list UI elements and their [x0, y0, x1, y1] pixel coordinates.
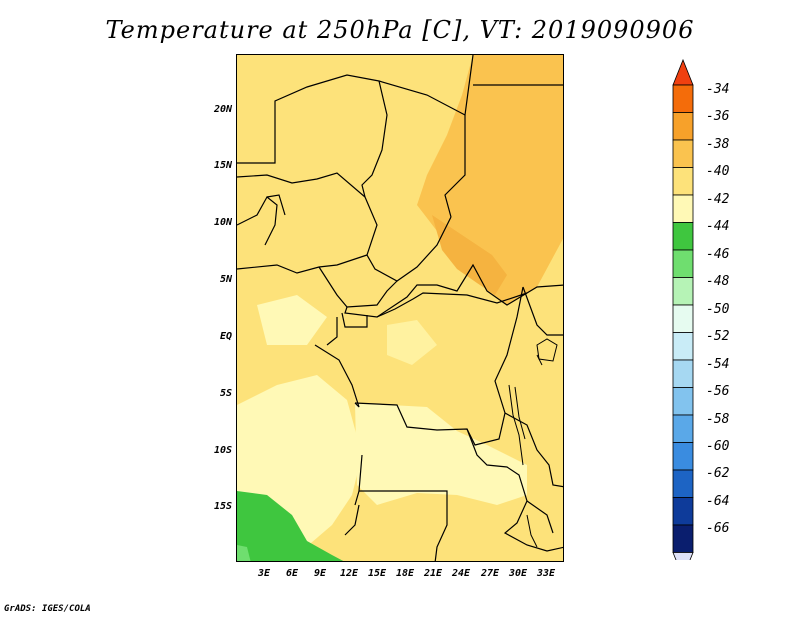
lat-label: EQ [219, 331, 232, 342]
temperature-map [237, 55, 563, 561]
colorbar-label: -36 [706, 109, 730, 124]
lon-label: 3E [257, 568, 271, 579]
lat-label: 10S [213, 445, 232, 456]
colorbar-box [672, 167, 694, 196]
colorbar-box [672, 414, 694, 443]
colorbar-box [672, 387, 694, 416]
lon-label: 24E [451, 568, 471, 579]
field-38-40-central [432, 215, 507, 295]
colorbar-box [672, 249, 694, 278]
field-42-44-south [355, 403, 527, 505]
lon-label: 6E [285, 568, 299, 579]
lon-label: 15E [367, 568, 387, 579]
lon-label: 27E [480, 568, 500, 579]
colorbar-label: -62 [706, 466, 730, 481]
lon-label: 18E [395, 568, 415, 579]
lat-label: 15N [213, 160, 232, 171]
colorbar-box [672, 469, 694, 498]
lat-label: 10N [213, 217, 232, 228]
colorbar-label: -60 [706, 439, 730, 454]
colorbar [672, 58, 694, 560]
field-42-44-west [257, 295, 327, 345]
colorbar-box [672, 332, 694, 361]
colorbar-label: -34 [706, 82, 730, 97]
colorbar-box [672, 112, 694, 141]
colorbar-box [672, 277, 694, 306]
colorbar-top-arrow [672, 58, 694, 86]
colorbar-label: -46 [706, 247, 730, 262]
lon-label: 21E [423, 568, 443, 579]
colorbar-label: -48 [706, 274, 730, 289]
colorbar-label: -44 [706, 219, 730, 234]
colorbar-label: -54 [706, 357, 730, 372]
footer-credit: GrADS: IGES/COLA [4, 604, 91, 614]
colorbar-box [672, 442, 694, 471]
colorbar-label: -58 [706, 412, 730, 427]
map-plot-area [236, 54, 564, 562]
colorbar-box [672, 222, 694, 251]
lat-label: 15S [213, 501, 232, 512]
colorbar-box [672, 524, 694, 553]
field-44-46 [237, 491, 344, 561]
colorbar-box [672, 139, 694, 168]
colorbar-label: -66 [706, 521, 730, 536]
lon-label: 12E [339, 568, 359, 579]
colorbar-box [672, 194, 694, 223]
colorbar-label: -38 [706, 137, 730, 152]
lon-label: 33E [536, 568, 556, 579]
colorbar-box [672, 497, 694, 526]
colorbar-label: -64 [706, 494, 730, 509]
lake-outlines [508, 338, 558, 548]
country-borders [237, 55, 563, 561]
colorbar-box [672, 304, 694, 333]
lon-label: 9E [313, 568, 327, 579]
lat-label: 20N [213, 104, 232, 115]
colorbar-label: -42 [706, 192, 730, 207]
lat-label: 5S [219, 388, 232, 399]
field-42-44-equator [387, 320, 437, 365]
colorbar-label: -52 [706, 329, 730, 344]
lon-label: 30E [508, 568, 528, 579]
colorbar-label: -50 [706, 302, 730, 317]
colorbar-label: -40 [706, 164, 730, 179]
lat-label: 5N [219, 274, 232, 285]
colorbar-box [672, 84, 694, 113]
colorbar-bottom-arrow [672, 552, 694, 560]
chart-title: Temperature at 250hPa [C], VT: 201909090… [105, 16, 695, 44]
colorbar-label: -56 [706, 384, 730, 399]
colorbar-box [672, 359, 694, 388]
field-46-48 [237, 545, 251, 561]
